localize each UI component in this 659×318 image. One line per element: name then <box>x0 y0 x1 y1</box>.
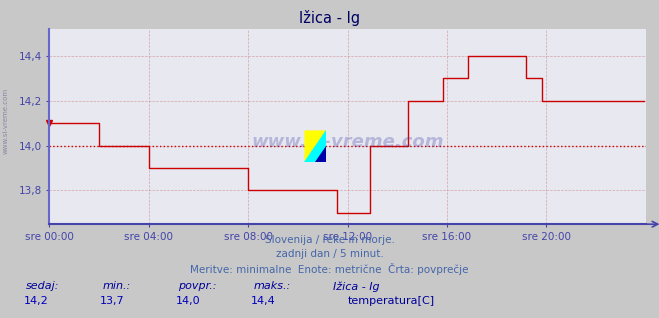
Polygon shape <box>304 130 326 162</box>
Text: www.si-vreme.com: www.si-vreme.com <box>2 88 9 154</box>
Text: min.:: min.: <box>102 281 130 291</box>
Text: Slovenija / reke in morje.: Slovenija / reke in morje. <box>264 235 395 245</box>
Text: temperatura[C]: temperatura[C] <box>347 296 434 306</box>
Text: sedaj:: sedaj: <box>26 281 60 291</box>
Text: Ižica - Ig: Ižica - Ig <box>299 10 360 26</box>
Polygon shape <box>316 146 326 162</box>
Text: 13,7: 13,7 <box>100 296 125 306</box>
Text: povpr.:: povpr.: <box>178 281 216 291</box>
Text: Meritve: minimalne  Enote: metrične  Črta: povprečje: Meritve: minimalne Enote: metrične Črta:… <box>190 263 469 275</box>
Text: 14,4: 14,4 <box>251 296 276 306</box>
Polygon shape <box>304 130 326 162</box>
Text: www.si-vreme.com: www.si-vreme.com <box>251 133 444 151</box>
Text: Ižica - Ig: Ižica - Ig <box>333 281 380 292</box>
Text: maks.:: maks.: <box>254 281 291 291</box>
Text: zadnji dan / 5 minut.: zadnji dan / 5 minut. <box>275 249 384 259</box>
Text: 14,0: 14,0 <box>175 296 200 306</box>
Text: 14,2: 14,2 <box>24 296 49 306</box>
